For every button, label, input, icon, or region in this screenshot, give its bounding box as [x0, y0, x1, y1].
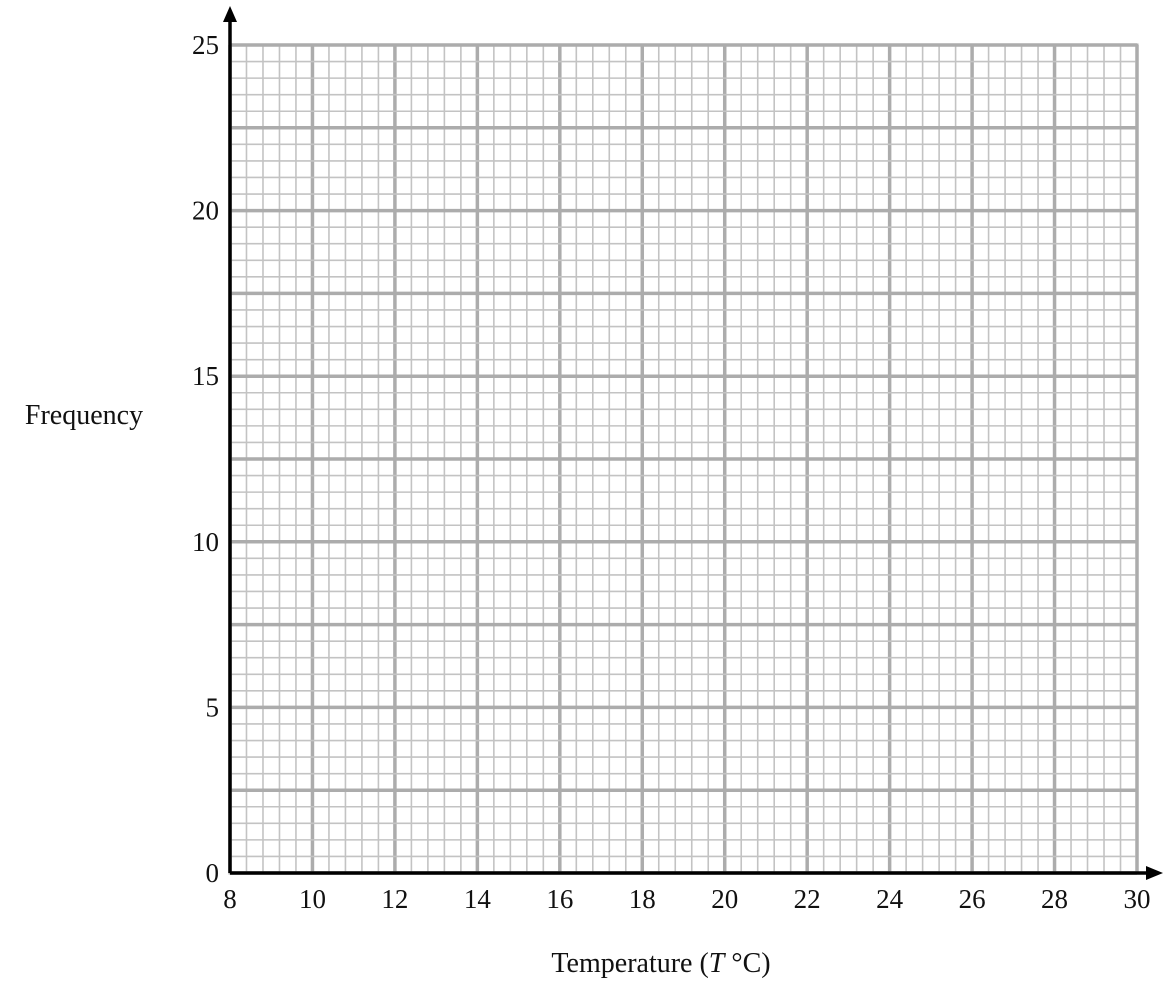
x-tick-label: 10 [299, 884, 326, 914]
x-axis-title-prefix: Temperature ( [551, 948, 708, 979]
y-tick-label: 20 [192, 196, 219, 226]
x-tick-label: 14 [464, 884, 492, 914]
axes [223, 6, 1163, 880]
y-tick-label: 10 [192, 527, 219, 557]
x-axis-title-suffix: °C) [724, 948, 770, 979]
x-tick-label: 8 [223, 884, 237, 914]
x-axis-arrow [1146, 866, 1163, 880]
y-tick-label: 15 [192, 361, 219, 391]
y-axis-title: Frequency [25, 400, 143, 431]
x-tick-label: 24 [876, 884, 904, 914]
x-axis-title-variable: T [709, 948, 727, 979]
x-tick-label: 12 [381, 884, 408, 914]
grid [228, 43, 1139, 875]
x-tick-label: 18 [629, 884, 656, 914]
y-tick-label: 0 [206, 858, 220, 888]
y-tick-label: 25 [192, 30, 219, 60]
y-axis-arrow [223, 6, 237, 22]
y-tick-label: 5 [206, 692, 220, 722]
x-tick-label: 20 [711, 884, 738, 914]
tick-labels: 8 10 12 14 16 18 20 22 24 26 28 30 0 5 10 15 20 25 [192, 30, 1151, 914]
x-tick-label: 28 [1041, 884, 1068, 914]
x-tick-label: 30 [1124, 884, 1151, 914]
x-axis-title: Temperature (T °C) [551, 948, 770, 979]
x-tick-label: 16 [546, 884, 573, 914]
x-tick-label: 26 [959, 884, 986, 914]
x-tick-label: 22 [794, 884, 821, 914]
